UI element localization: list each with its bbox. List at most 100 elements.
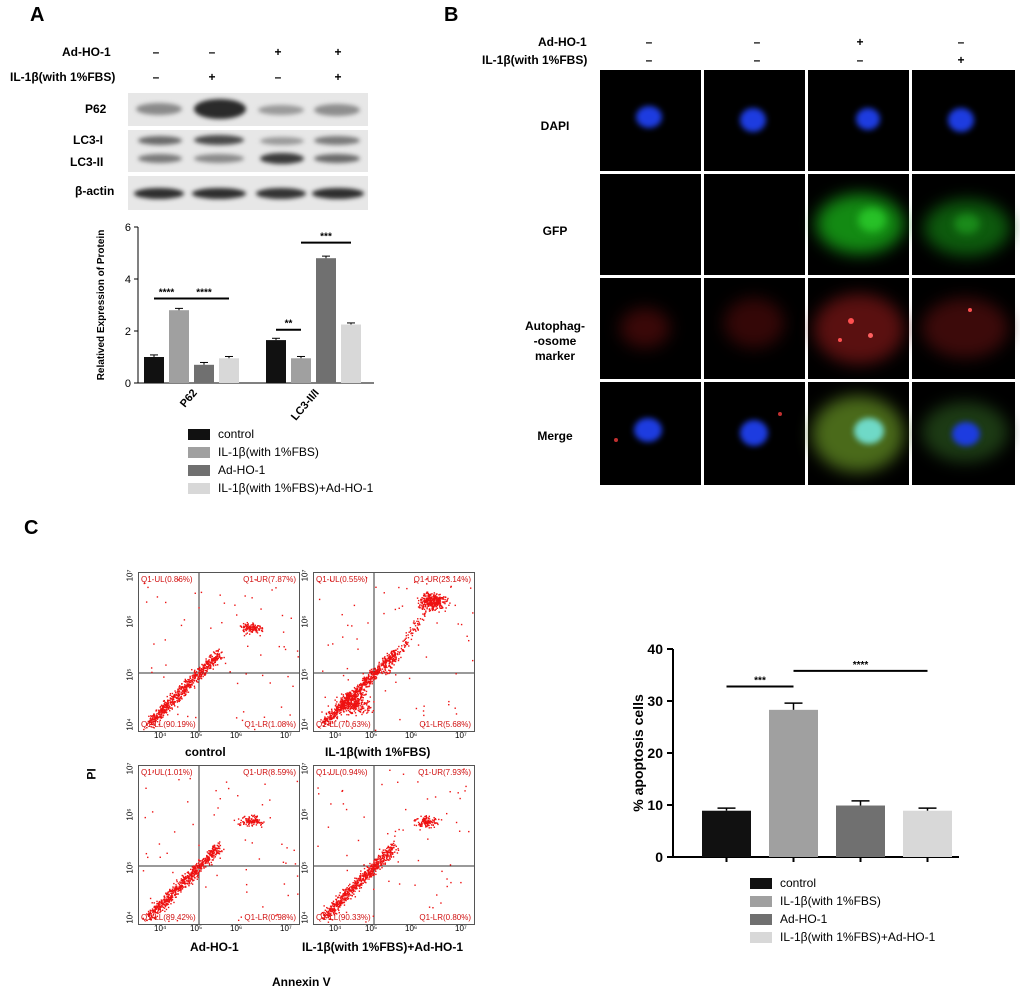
- legend-label: control: [218, 427, 255, 441]
- flow-event: [347, 695, 350, 697]
- flow-event: [347, 897, 350, 900]
- flow-event: [342, 674, 345, 677]
- flow-event: [392, 852, 394, 854]
- flow-event: [361, 701, 364, 703]
- flow-event: [446, 878, 448, 880]
- flow-event: [327, 705, 330, 707]
- flow-event: [372, 869, 374, 872]
- flow-event: [350, 886, 352, 888]
- flow-plot: Q1-UL(0.94%) Q1-UR(7.93%) Q1-LL(90.33%) Q1-…: [313, 765, 475, 925]
- flow-event: [154, 718, 156, 721]
- flow-event: [336, 707, 338, 709]
- flow-event: [207, 861, 210, 863]
- flow-event: [189, 684, 192, 686]
- flow-event: [351, 888, 353, 890]
- flow-event: [393, 664, 395, 666]
- flow-event: [372, 865, 374, 867]
- flow-event: [347, 698, 350, 701]
- flow-event: [169, 896, 172, 899]
- flow-event: [181, 882, 183, 885]
- flow-event: [188, 878, 190, 880]
- flow-event: [372, 679, 375, 681]
- flow-event: [432, 595, 435, 597]
- flow-event: [160, 705, 162, 708]
- flow-event: [256, 819, 259, 821]
- flow-event: [355, 694, 357, 696]
- flow-event: [333, 913, 335, 915]
- flow-event: [354, 690, 357, 692]
- flow-event: [410, 638, 413, 641]
- flow-event: [158, 713, 161, 716]
- flow-event: [346, 854, 348, 857]
- flow-event: [442, 596, 445, 598]
- flow-event: [386, 854, 389, 857]
- flow-event: [290, 617, 292, 619]
- flow-event: [422, 613, 424, 615]
- a-sign: +: [334, 45, 342, 59]
- flow-event: [179, 881, 181, 883]
- flow-event: [253, 823, 255, 825]
- flow-event: [460, 623, 463, 626]
- flow-event: [197, 676, 199, 679]
- flow-event: [176, 886, 178, 889]
- flow-event: [426, 583, 428, 585]
- flow-event: [381, 662, 384, 664]
- flow-event: [334, 720, 337, 722]
- flow-event: [167, 700, 169, 702]
- flow-event: [383, 858, 385, 860]
- flow-event: [322, 670, 324, 672]
- y-tick-label: 30: [647, 693, 663, 709]
- flow-event: [438, 599, 441, 601]
- flow-event: [379, 868, 381, 870]
- flow-event: [142, 870, 145, 872]
- flow-event: [168, 699, 170, 702]
- flow-event: [431, 597, 433, 600]
- flow-event: [460, 881, 462, 884]
- flow-event: [355, 690, 357, 693]
- flow-event: [251, 597, 253, 599]
- flow-event: [163, 895, 166, 897]
- flow-event: [330, 907, 332, 909]
- flow-event: [192, 880, 194, 882]
- flow-event: [434, 822, 437, 824]
- flow-event: [412, 629, 415, 631]
- flow-event: [326, 723, 329, 726]
- flow-event: [217, 852, 220, 854]
- flow-event: [158, 723, 160, 726]
- flow-event: [239, 625, 242, 627]
- flow-event: [359, 692, 361, 695]
- flow-event: [212, 848, 214, 850]
- flow-event: [200, 676, 202, 678]
- flow-event: [349, 702, 352, 704]
- flow-event: [374, 869, 376, 871]
- flow-event: [188, 875, 190, 878]
- flow-event: [363, 679, 365, 682]
- quadrant-label-lr: Q1-LR(5.68%): [419, 720, 471, 729]
- flow-event: [261, 628, 264, 630]
- flow-event: [259, 821, 261, 824]
- flow-event: [153, 727, 155, 729]
- flow-event: [363, 703, 365, 705]
- flow-event: [395, 674, 397, 676]
- flow-event: [211, 659, 214, 661]
- fluor-autophagosome-4: [912, 278, 1015, 379]
- flow-event: [342, 893, 344, 895]
- flow-event: [330, 712, 332, 715]
- flow-event: [444, 601, 446, 603]
- flow-event: [160, 711, 163, 713]
- flow-event: [211, 655, 214, 658]
- flow-event: [179, 887, 181, 889]
- flow-event: [180, 888, 182, 891]
- flow-event: [221, 651, 223, 653]
- flow-event: [384, 859, 387, 862]
- flow-event: [176, 920, 179, 922]
- flow-event: [165, 903, 167, 905]
- legend-c-item-combo: IL-1β(with 1%FBS)+Ad-HO-1: [750, 930, 935, 944]
- flow-event: [392, 658, 395, 660]
- flow-event: [375, 676, 377, 678]
- flow-event: [196, 675, 198, 677]
- flow-event: [245, 820, 248, 822]
- flow-event: [346, 701, 349, 704]
- flow-event: [331, 908, 334, 910]
- flow-event: [187, 883, 189, 885]
